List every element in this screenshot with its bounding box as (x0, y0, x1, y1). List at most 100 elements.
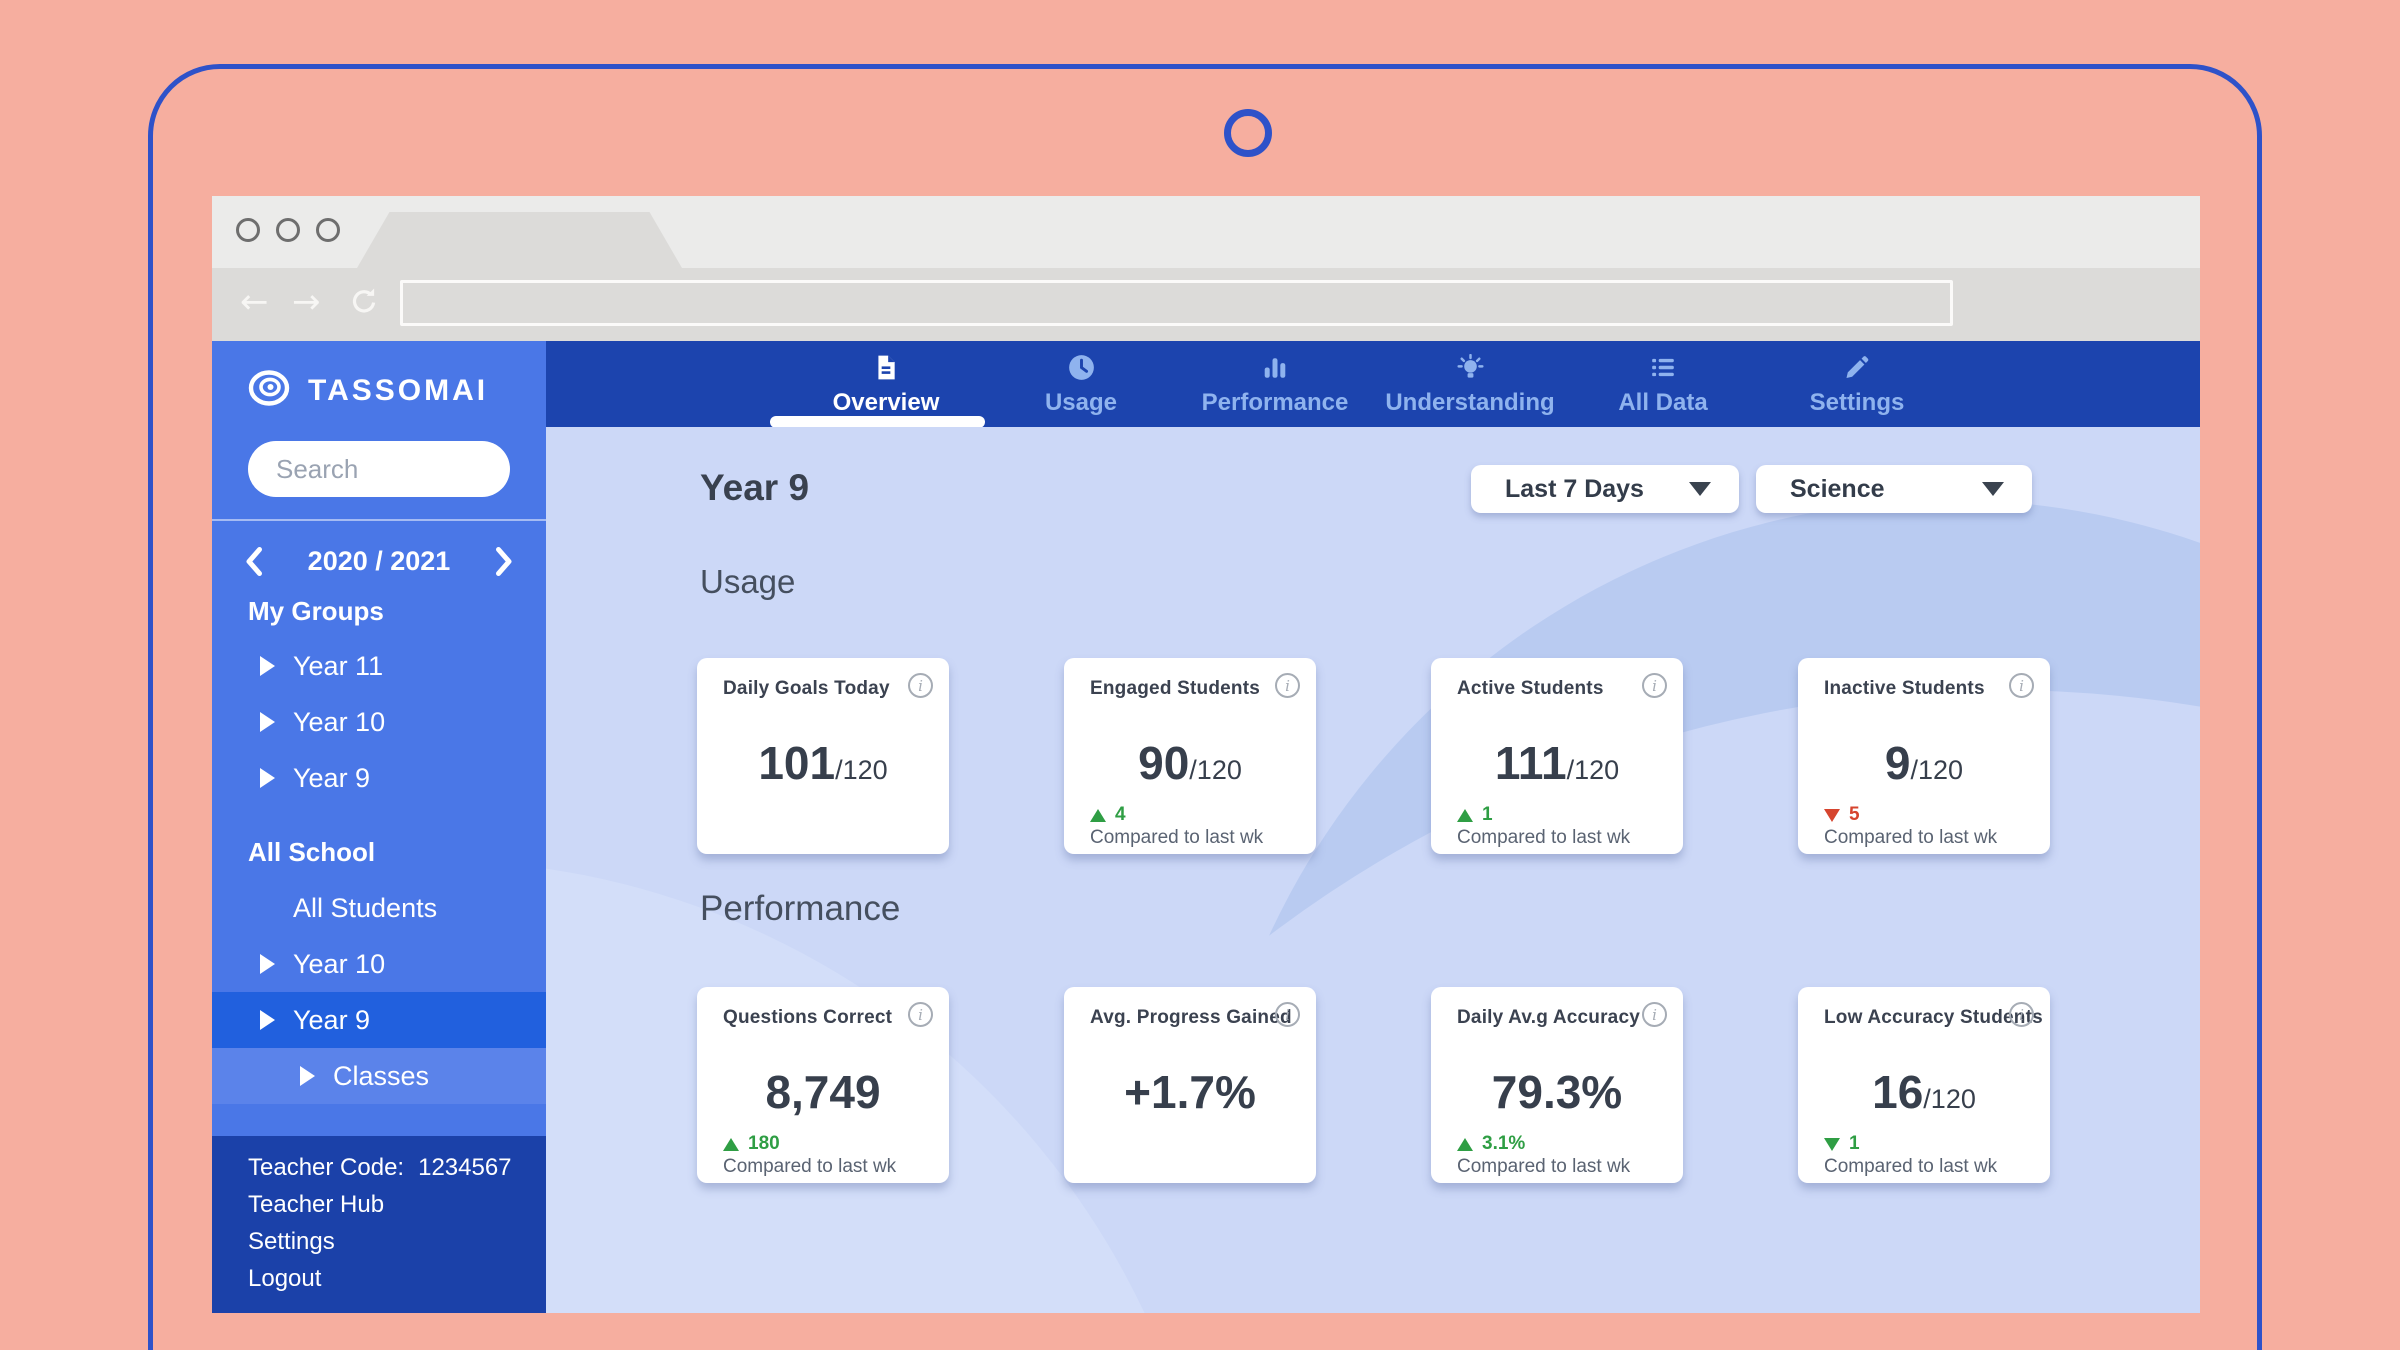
tab-all-data[interactable]: All Data (1563, 341, 1763, 427)
group-heading-all-school: All School (248, 837, 376, 867)
info-icon[interactable] (1275, 673, 1300, 698)
active-tab-underline (770, 416, 985, 428)
browser-tab[interactable] (357, 212, 682, 268)
year-selector-label: 2020 / 2021 (307, 546, 451, 576)
window-button-2[interactable] (276, 218, 300, 242)
info-icon[interactable] (2009, 673, 2034, 698)
card-questions-correct: Questions Correct 8,749 180 Compared to … (697, 987, 949, 1183)
sidebar-item-year-10[interactable]: Year 10 (212, 694, 546, 750)
date-range-dropdown[interactable]: Last 7 Days (1471, 465, 1739, 513)
card-value: 16/120 (1872, 1066, 1976, 1118)
card-value: 90/120 (1138, 737, 1242, 789)
subject-dropdown[interactable]: Science (1756, 465, 2032, 513)
sidebar-footer: Teacher Code: 1234567 Teacher Hub Settin… (212, 1136, 546, 1313)
webcam-icon (1224, 109, 1272, 157)
tab-label: Settings (1809, 388, 1905, 416)
url-bar[interactable] (400, 280, 1953, 326)
browser-title-bar (212, 196, 2200, 268)
sidebar: TASSOMAI 2020 / 2021 My Groups Year 11 (212, 341, 546, 1136)
top-nav: Overview Usage Performance Understanding (546, 341, 2200, 428)
card-title: Low Accuracy Students (1824, 1007, 2043, 1028)
delta-indicator: 1 (1457, 804, 1493, 826)
trend-arrow-icon (723, 1137, 739, 1151)
subject-value: Science (1790, 474, 1885, 503)
chevron-right-icon[interactable] (494, 546, 514, 582)
info-icon[interactable] (908, 673, 933, 698)
brand[interactable]: TASSOMAI (246, 367, 488, 414)
card-daily-avg-accuracy: Daily Av.g Accuracy 79.3% 3.1% Compared … (1431, 987, 1683, 1183)
sidebar-item-year-9[interactable]: Year 9 (212, 750, 546, 806)
window-button-1[interactable] (236, 218, 260, 242)
bar-chart-icon (1262, 354, 1288, 386)
tab-performance[interactable]: Performance (1175, 341, 1375, 427)
trend-arrow-icon (1457, 1137, 1473, 1151)
info-icon[interactable] (1275, 1002, 1300, 1027)
card-daily-goals-today: Daily Goals Today 101/120 (697, 658, 949, 854)
search-input[interactable] (248, 441, 510, 497)
list-icon (1650, 354, 1676, 386)
browser-toolbar: ← → (212, 268, 2200, 341)
pencil-icon (1844, 354, 1870, 386)
tab-understanding[interactable]: Understanding (1370, 341, 1570, 427)
tab-overview[interactable]: Overview (786, 341, 986, 427)
expand-arrow-icon (260, 954, 275, 974)
brand-name: TASSOMAI (308, 373, 489, 407)
laptop-outline (148, 64, 2262, 1350)
page-title: Year 9 (700, 467, 810, 508)
browser-window: ← → Overview Usage (212, 196, 2200, 1313)
tab-usage[interactable]: Usage (981, 341, 1181, 427)
delta-indicator: 180 (723, 1133, 780, 1155)
sidebar-item-all-students[interactable]: All Students (212, 880, 546, 936)
card-avg-progress-gained: Avg. Progress Gained +1.7% (1064, 987, 1316, 1183)
sidebar-item-label: Year 9 (293, 762, 371, 793)
compare-note: Compared to last wk (1457, 1156, 1631, 1177)
tab-label: Overview (832, 388, 940, 416)
teacher-code: Teacher Code: 1234567 (248, 1154, 512, 1182)
tab-label: All Data (1618, 388, 1708, 416)
info-icon[interactable] (2009, 1002, 2034, 1027)
card-value: 9/120 (1884, 737, 1964, 789)
sidebar-item-label: All Students (293, 892, 438, 923)
back-icon[interactable]: ← (240, 282, 269, 322)
info-icon[interactable] (1642, 673, 1667, 698)
trend-arrow-icon (1824, 1137, 1840, 1151)
teacher-code-value: 1234567 (418, 1154, 512, 1181)
trend-arrow-icon (1457, 808, 1473, 822)
document-icon (873, 354, 899, 386)
tab-settings[interactable]: Settings (1757, 341, 1957, 427)
footer-link-teacher-hub[interactable]: Teacher Hub (248, 1191, 385, 1218)
window-button-3[interactable] (316, 218, 340, 242)
sidebar-item-label: Year 10 (293, 948, 386, 979)
info-icon[interactable] (1642, 1002, 1667, 1027)
group-heading-my-groups: My Groups (248, 596, 384, 626)
sidebar-divider (212, 519, 546, 521)
tab-label: Usage (1044, 388, 1118, 416)
lightbulb-icon (1456, 353, 1484, 386)
chevron-left-icon[interactable] (244, 546, 264, 582)
footer-link-settings[interactable]: Settings (248, 1228, 335, 1255)
sidebar-item-label: Year 10 (293, 706, 386, 737)
card-value: 101/120 (758, 737, 888, 789)
expand-arrow-icon (260, 768, 275, 788)
compare-note: Compared to last wk (723, 1156, 897, 1177)
sidebar-item-all-year-10[interactable]: Year 10 (212, 936, 546, 992)
clock-icon (1068, 354, 1095, 386)
card-title: Engaged Students (1090, 678, 1260, 699)
sidebar-item-year-11[interactable]: Year 11 (212, 638, 546, 694)
trend-arrow-icon (1824, 808, 1840, 822)
caret-down-icon (1982, 482, 2004, 496)
delta-indicator: 1 (1824, 1133, 1860, 1155)
refresh-icon[interactable] (348, 285, 380, 326)
sidebar-item-classes[interactable]: Classes (212, 1048, 546, 1104)
info-icon[interactable] (908, 1002, 933, 1027)
card-title: Questions Correct (723, 1007, 893, 1028)
compare-note: Compared to last wk (1824, 827, 1998, 848)
compare-note: Compared to last wk (1457, 827, 1631, 848)
footer-link-logout[interactable]: Logout (248, 1265, 322, 1292)
card-value: 111/120 (1494, 737, 1620, 789)
forward-icon[interactable]: → (292, 282, 321, 322)
sidebar-item-all-year-9[interactable]: Year 9 (212, 992, 546, 1048)
card-active-students: Active Students 111/120 1 Compared to la… (1431, 658, 1683, 854)
compare-note: Compared to last wk (1824, 1156, 1998, 1177)
sidebar-item-label: Year 9 (293, 1004, 371, 1035)
